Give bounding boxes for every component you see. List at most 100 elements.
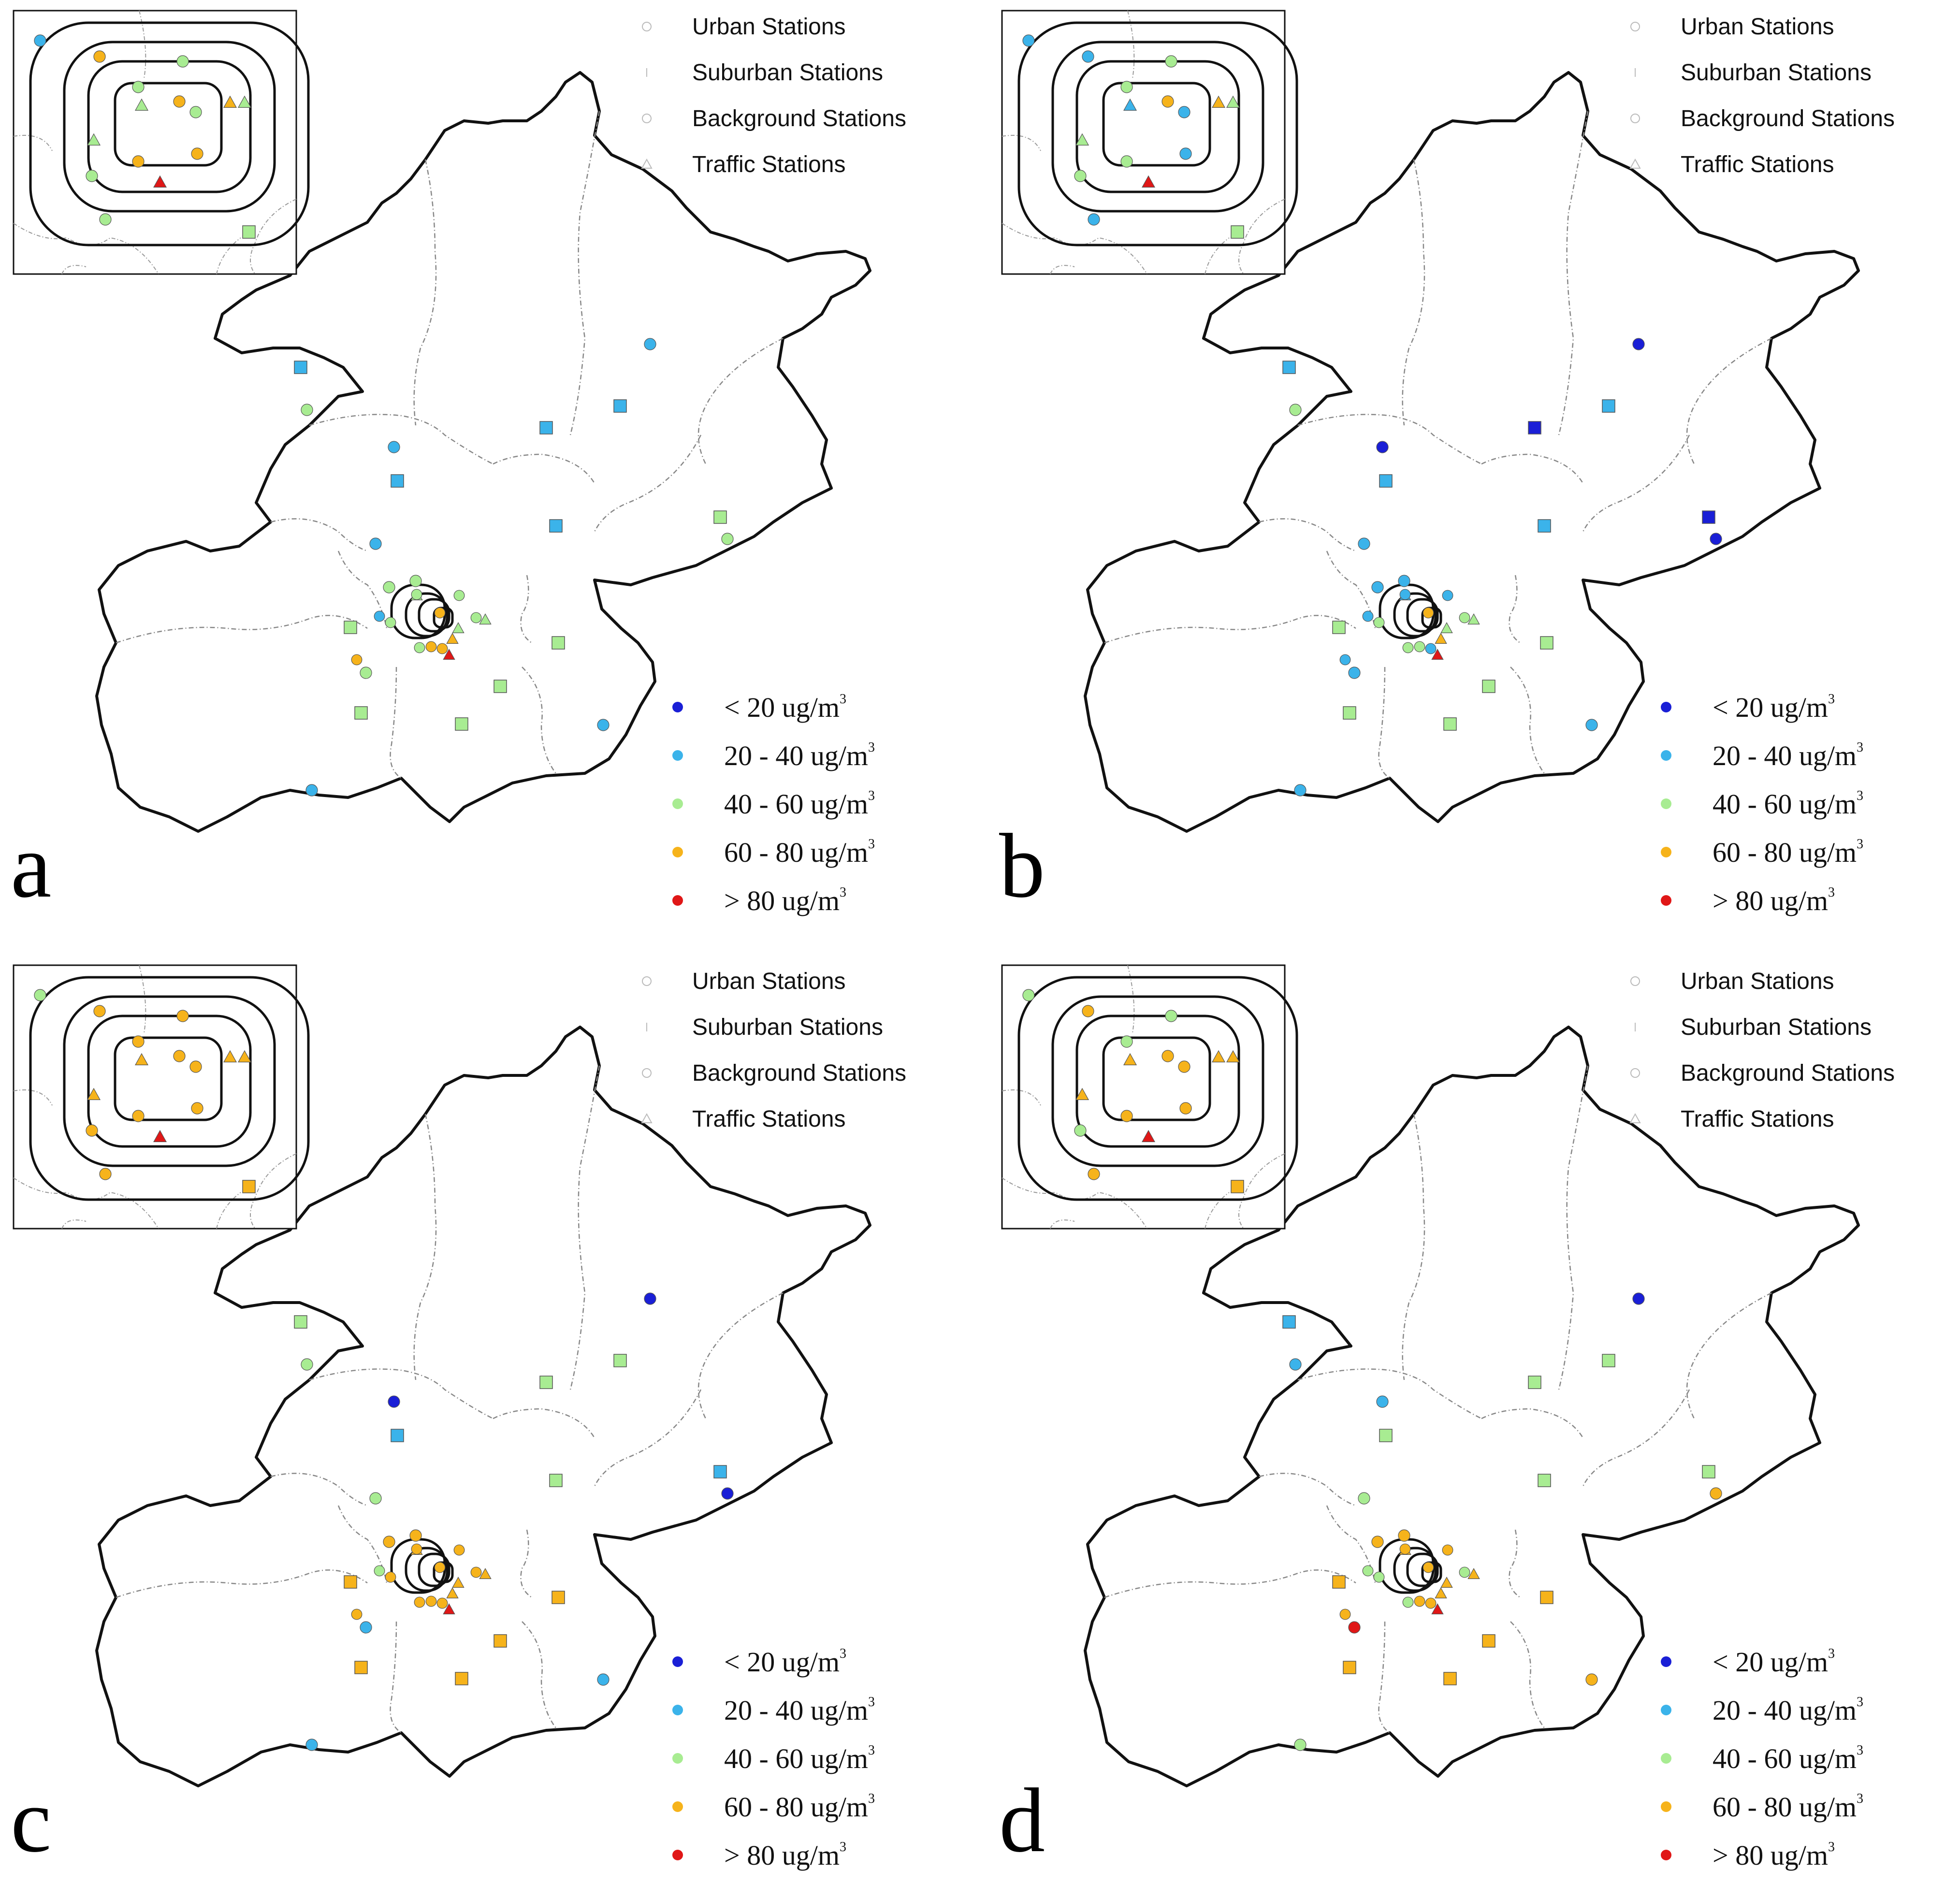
inset-station-marker [237,1050,252,1062]
district-boundary [1104,615,1356,644]
station-marker [354,1661,368,1674]
legend-station-type-label: Suburban Stations [1681,60,1872,86]
inset-station-marker [1161,95,1174,108]
inset-station-marker [1165,1010,1177,1022]
station-marker [1710,1487,1722,1500]
legend-color-swatch [1661,1705,1671,1715]
station-marker [344,621,357,634]
inset-station-marker [1022,989,1035,1001]
district-boundary [493,453,595,484]
city-station-marker [1467,613,1480,624]
inset-station-marker [1120,155,1133,168]
legend-concentration-label: 40 - 60 ug/m3 [724,1743,875,1774]
station-marker [1398,575,1410,587]
legend-concentration-label: 20 - 40 ug/m3 [1713,1695,1863,1726]
inset-station-marker [99,213,112,226]
legend-color-swatch [672,798,683,809]
district-boundary [270,518,368,552]
station-marker [383,581,395,594]
inset-ring-road [1017,976,1298,1201]
city-station-marker [351,654,363,666]
station-marker [1540,1591,1553,1604]
inset-station-marker [1120,1035,1133,1048]
station-marker [391,474,404,488]
station-marker [549,1474,563,1487]
city-station-marker [436,643,448,654]
inset-station-marker [189,1060,202,1073]
station-marker [552,636,565,650]
legend-concentration-label: > 80 ug/m3 [1713,885,1835,916]
station-marker [1528,1376,1541,1389]
city-station-marker [453,590,465,601]
inset-station-marker [1231,225,1244,239]
inset-station-marker [1211,95,1226,108]
district-boundary [569,111,600,435]
inset-station-marker [134,1053,149,1065]
station-marker [455,717,468,731]
legend-color-swatch [672,1656,683,1667]
district-boundary [594,435,702,532]
inset-station-marker [1141,1130,1156,1142]
map-svg: Urban Stations Suburban Stations Backgroun… [11,964,906,1871]
legend-concentration-label: 20 - 40 ug/m3 [1713,740,1863,771]
legend-type-glyph [1630,114,1640,123]
legend-color-swatch [672,702,683,712]
inset-station-marker [1022,34,1035,47]
panel-letter: a [11,815,51,917]
station-marker [721,1487,734,1500]
inset-station-marker [87,133,101,145]
legend-type-glyph [1630,976,1640,986]
inset-station-marker [191,1102,203,1115]
legend-color-swatch [672,1753,683,1764]
legend-concentration-label: < 20 ug/m3 [1713,692,1835,723]
station-marker [1443,717,1457,731]
inset-station-marker [86,1124,98,1137]
legend-concentration-label: < 20 ug/m3 [724,1646,846,1678]
inset-ring-road [1102,1036,1211,1121]
ring-road [1421,607,1442,629]
ring-road [1406,1552,1439,1587]
legend-color-swatch [672,895,683,906]
district-boundary [390,667,402,779]
legend-station-type-label: Urban Stations [692,969,846,994]
district-boundary [522,1621,557,1728]
station-marker [301,1358,313,1371]
inset-station-marker [1082,50,1094,63]
inset-ring-road [114,1036,223,1121]
station-marker [1371,1536,1384,1548]
city-station-marker [1423,1562,1434,1573]
station-marker [1538,519,1551,533]
station-marker [1343,1661,1356,1674]
station-marker [721,533,734,545]
map-svg: Urban Stations Suburban Stations Backgroun… [999,10,1895,917]
district-boundary [413,159,437,426]
legend-station-type-label: Urban Stations [1681,969,1834,994]
panel-letter: d [999,1770,1045,1871]
station-marker [494,680,507,693]
district-boundary [1558,111,1589,435]
inset-station-marker [1074,170,1087,182]
inset-ring-road [63,41,276,213]
station-marker [597,1673,610,1686]
inset-station-marker [132,155,145,168]
legend-color-swatch [672,1801,683,1812]
legend-type-glyph [1629,158,1641,169]
station-marker [1294,1739,1307,1751]
inset-station-marker [173,1050,186,1062]
city-station-marker [1414,1595,1425,1607]
city-station-marker [443,1603,455,1614]
inset-district-line [13,965,297,1229]
station-marker [1289,1358,1302,1371]
city-station-marker [1431,649,1444,660]
legend-station-type-label: Suburban Stations [1681,1015,1872,1040]
legend-concentration-label: 20 - 40 ug/m3 [724,1695,875,1726]
station-marker [409,1529,422,1542]
station-marker [1376,1395,1389,1408]
station-marker [549,519,563,533]
station-marker [1376,441,1389,453]
legend-station-type-label: Background Stations [692,1060,906,1086]
legend-concentration-label: 40 - 60 ug/m3 [1713,1743,1863,1774]
legend-station-type-label: Traffic Stations [1681,1106,1834,1132]
inset-station-marker [223,1050,237,1062]
city-station-marker [414,1596,425,1608]
